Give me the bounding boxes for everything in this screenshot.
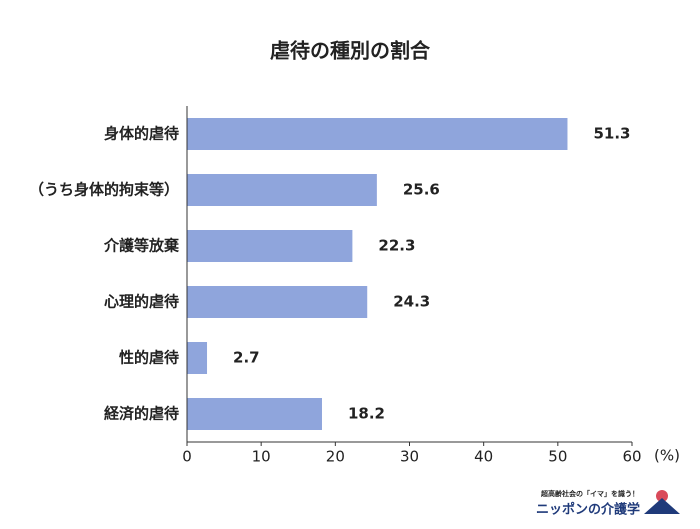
value-label: 22.3	[378, 237, 415, 255]
bar	[187, 230, 353, 262]
value-label: 18.2	[348, 405, 385, 423]
x-tick-label: 60	[622, 448, 641, 466]
logo-sun	[656, 490, 668, 502]
bar	[187, 398, 322, 430]
logo-tagline: 超高齢社会の「イマ」を識う！	[541, 489, 639, 498]
x-tick-label: 20	[326, 448, 345, 466]
value-label: 51.3	[593, 125, 630, 143]
bar	[187, 118, 568, 150]
bar	[187, 286, 368, 318]
x-tick-label: 40	[474, 448, 493, 466]
x-tick-label: 10	[252, 448, 271, 466]
bar	[187, 174, 377, 206]
x-tick-label: 30	[400, 448, 419, 466]
value-label: 24.3	[393, 293, 430, 311]
value-label: 25.6	[403, 181, 440, 199]
x-tick-label: 0	[182, 448, 192, 466]
bar	[187, 342, 208, 374]
x-tick-label: 50	[548, 448, 567, 466]
logo-name: ニッポンの介護学	[536, 502, 640, 518]
y-tick-label: 性的虐待	[119, 349, 179, 367]
y-tick-label: （うち身体的拘束等）	[29, 181, 179, 199]
logo-mountain	[644, 498, 680, 514]
chart-title: 虐待の種別の割合	[270, 39, 431, 63]
logo: 超高齢社会の「イマ」を識う！ ニッポンの介護学	[536, 489, 680, 518]
y-tick-label: 介護等放棄	[103, 237, 180, 255]
x-axis-label: (%)	[654, 447, 680, 465]
y-tick-label: 身体的虐待	[104, 125, 179, 143]
value-label: 2.7	[233, 349, 260, 367]
y-tick-label: 経済的虐待	[104, 405, 179, 423]
y-tick-label: 心理的虐待	[104, 293, 179, 311]
